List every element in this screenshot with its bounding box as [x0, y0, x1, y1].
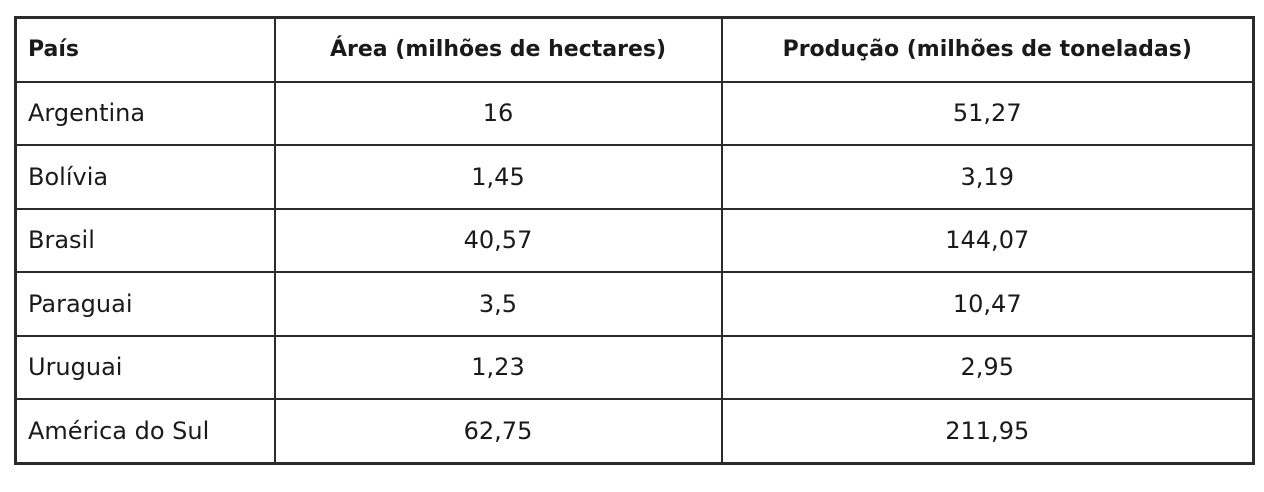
table-body: Argentina 16 51,27 Bolívia 1,45 3,19 Brasil 40,…: [14, 80, 1255, 464]
table-row: Bolívia 1,45 3,19: [14, 144, 1255, 210]
value-cell: 2,95: [720, 334, 1255, 400]
table-row: Uruguai 1,23 2,95: [14, 334, 1255, 400]
country-cell: Argentina: [14, 80, 276, 146]
header-cell: País: [14, 16, 276, 83]
value-cell: 1,23: [273, 334, 723, 400]
country-cell: Uruguai: [14, 334, 276, 400]
table-row: Brasil 40,57 144,07: [14, 207, 1255, 273]
country-cell: Paraguai: [14, 271, 276, 337]
value-cell: 16: [273, 80, 723, 146]
table-row: América do Sul 62,75 211,95: [14, 398, 1255, 464]
value-cell: 10,47: [720, 271, 1255, 337]
value-cell: 3,5: [273, 271, 723, 337]
value-cell: 211,95: [720, 398, 1255, 464]
data-table: País Área (milhões de hectares) Produção (…: [14, 16, 1255, 465]
table-row: Argentina 16 51,27: [14, 80, 1255, 146]
value-cell: 144,07: [720, 207, 1255, 273]
header-row: País Área (milhões de hectares) Produção (…: [14, 16, 1255, 83]
value-cell: 1,45: [273, 144, 723, 210]
header-cell: Produção (milhões de toneladas): [720, 16, 1255, 83]
value-cell: 62,75: [273, 398, 723, 464]
country-cell: Bolívia: [14, 144, 276, 210]
value-cell: 40,57: [273, 207, 723, 273]
country-cell: América do Sul: [14, 398, 276, 464]
country-cell: Brasil: [14, 207, 276, 273]
table-row: Paraguai 3,5 10,47: [14, 271, 1255, 337]
value-cell: 3,19: [720, 144, 1255, 210]
value-cell: 51,27: [720, 80, 1255, 146]
header-cell: Área (milhões de hectares): [273, 16, 723, 83]
